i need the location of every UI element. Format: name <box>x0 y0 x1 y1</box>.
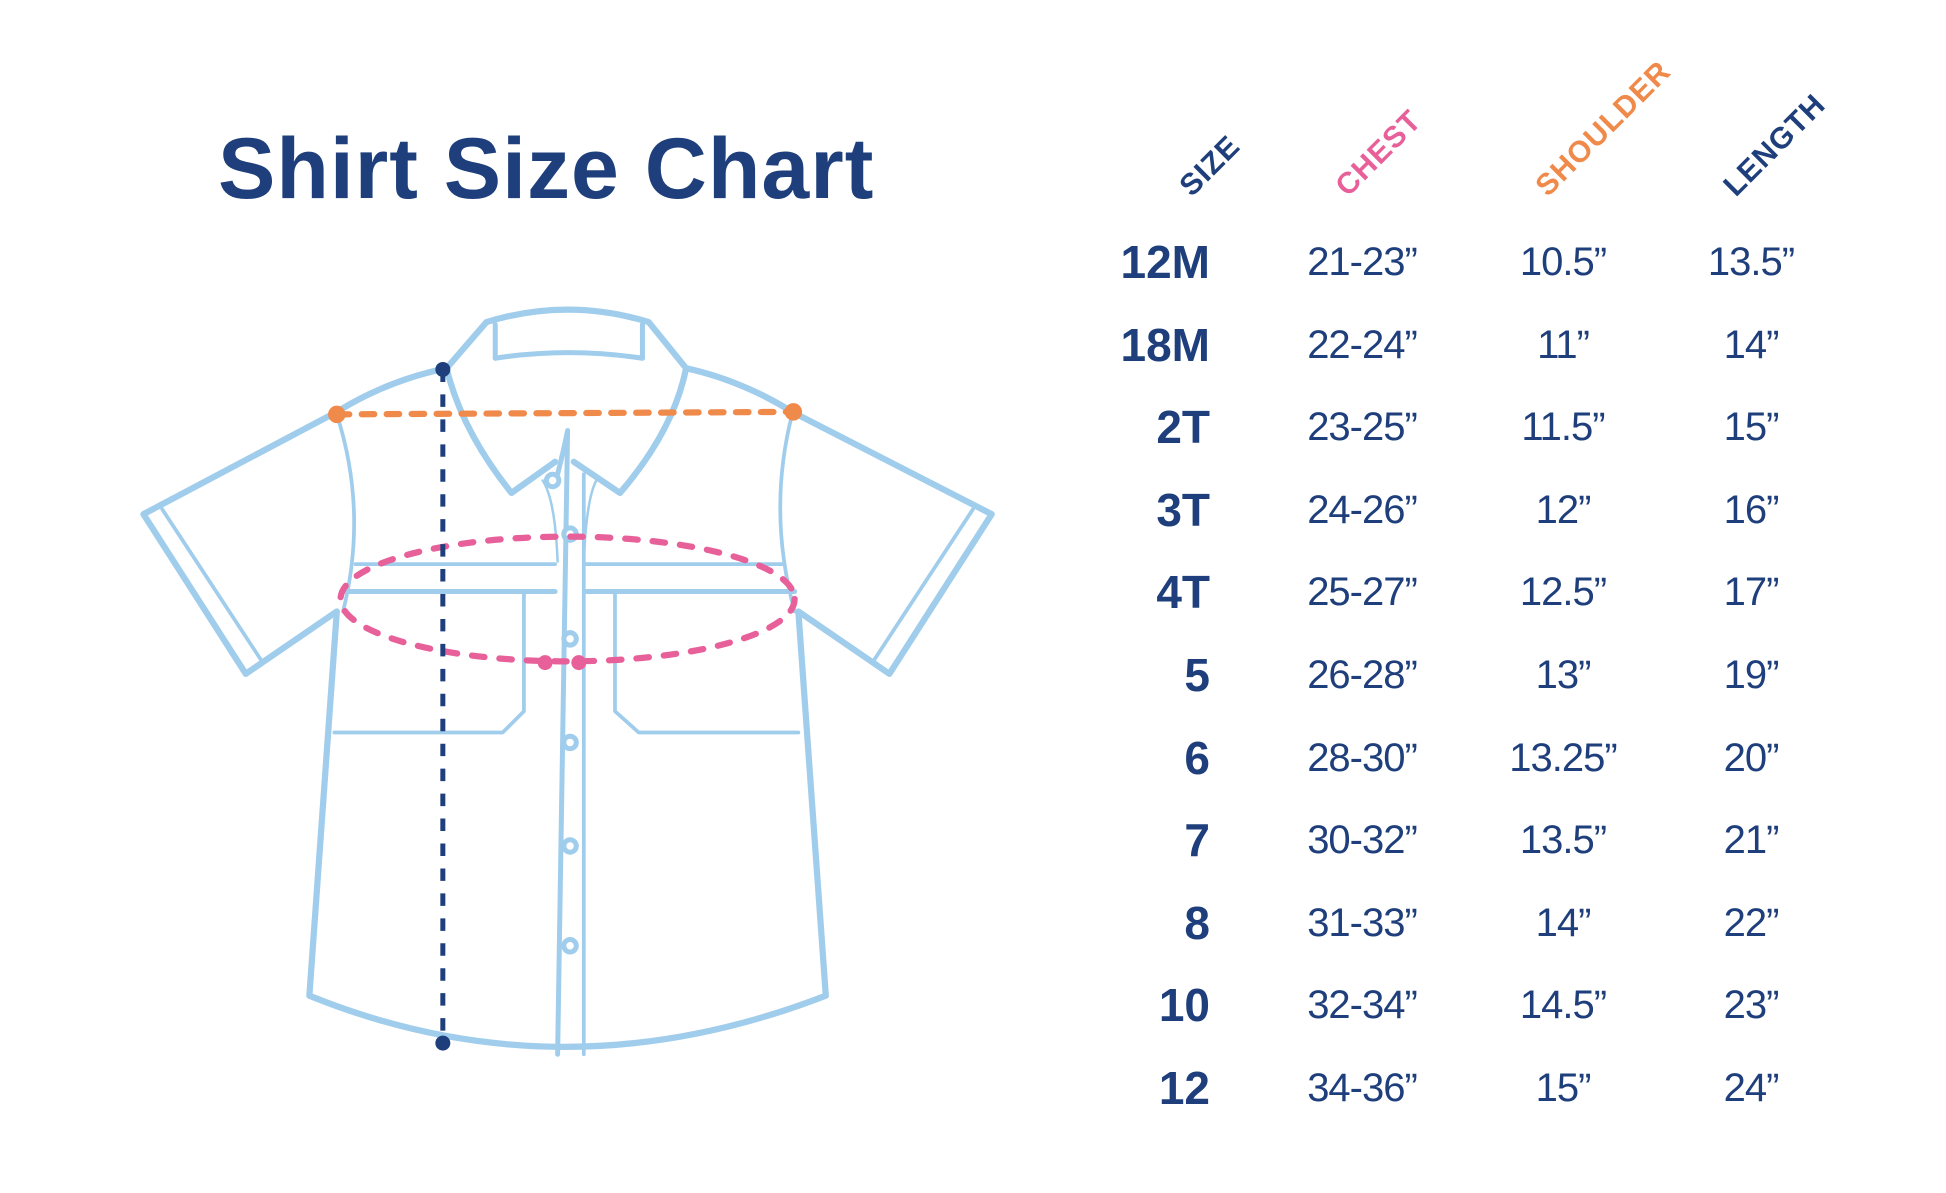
length-cell: 13.5” <box>1707 240 1795 284</box>
shoulder-cell: 11” <box>1537 322 1590 367</box>
shirt-outline <box>140 306 995 1057</box>
shoulder-cell: 12” <box>1535 487 1592 532</box>
shoulder-cell: 14” <box>1535 900 1592 945</box>
shoulder-measure-line <box>328 403 803 424</box>
chest-measure-line <box>337 533 798 671</box>
length-cell: 23” <box>1723 983 1780 1028</box>
table-row: 7 30-32” 13.5” 21” <box>0 810 1946 870</box>
button-icon <box>561 733 579 752</box>
shoulder-cell: 13.25” <box>1509 735 1617 780</box>
size-cell: 5 <box>1184 649 1210 701</box>
table-row: 10 32-34” 14.5” 23” <box>0 975 1946 1035</box>
shoulder-cell: 13.5” <box>1519 818 1607 863</box>
length-measure-line <box>435 361 451 1051</box>
size-cell: 4T <box>1156 566 1210 619</box>
chest-cell: 21-23” <box>1307 240 1418 284</box>
length-cell: 16” <box>1723 487 1780 532</box>
chest-cell: 24-26” <box>1307 487 1418 532</box>
shoulder-cell: 10.5” <box>1519 240 1607 284</box>
length-cell: 17” <box>1723 570 1780 615</box>
table-row: 4T 25-27” 12.5” 17” <box>0 562 1946 622</box>
table-row: 12 34-36” 15” 24” <box>0 1058 1946 1118</box>
size-cell: 7 <box>1184 814 1210 867</box>
size-cell: 18M <box>1120 318 1210 371</box>
table-row: 8 31-33” 14” 22” <box>0 893 1946 953</box>
table-row: 18M 22-24” 11” 14” <box>0 315 1946 375</box>
button-icon <box>561 937 579 955</box>
button-icon <box>561 837 579 855</box>
shoulder-cell: 12.5” <box>1519 570 1607 615</box>
chest-cell: 32-34” <box>1307 983 1418 1028</box>
button-icon <box>561 630 579 648</box>
length-cell: 14” <box>1723 322 1780 367</box>
shoulder-cell: 14.5” <box>1519 983 1607 1028</box>
size-cell: 12M <box>1120 236 1210 288</box>
table-row: 12M 21-23” 10.5” 13.5” <box>0 232 1946 292</box>
table-row: 3T 24-26” 12” 16” <box>0 480 1946 540</box>
shoulder-cell: 11.5” <box>1521 405 1605 450</box>
chest-cell: 23-25” <box>1307 405 1418 450</box>
length-cell: 22” <box>1723 900 1780 945</box>
chest-cell: 26-28” <box>1307 653 1418 697</box>
table-row: 2T 23-25” 11.5” 15” <box>0 397 1946 457</box>
chest-cell: 31-33” <box>1307 900 1418 945</box>
size-cell: 12 <box>1158 1062 1210 1114</box>
chest-cell: 22-24” <box>1307 322 1418 367</box>
length-cell: 15” <box>1723 405 1780 450</box>
length-cell: 19” <box>1723 653 1780 697</box>
size-cell: 6 <box>1184 731 1210 784</box>
button-icon <box>543 471 562 490</box>
chest-cell: 34-36” <box>1307 1066 1418 1110</box>
size-cell: 10 <box>1158 979 1210 1032</box>
page-title: Shirt Size Chart <box>218 121 875 217</box>
chest-cell: 30-32” <box>1307 818 1418 863</box>
length-cell: 21” <box>1723 818 1780 863</box>
size-cell: 2T <box>1156 401 1210 454</box>
size-cell: 8 <box>1184 896 1210 949</box>
shoulder-cell: 13” <box>1535 653 1592 697</box>
table-row: 6 28-30” 13.25” 20” <box>0 728 1946 788</box>
shoulder-cell: 15” <box>1535 1066 1592 1110</box>
length-cell: 24” <box>1723 1066 1780 1110</box>
chest-cell: 25-27” <box>1307 570 1418 615</box>
table-row: 5 26-28” 13” 19” <box>0 645 1946 705</box>
size-cell: 3T <box>1156 483 1210 536</box>
chest-cell: 28-30” <box>1307 735 1418 780</box>
length-cell: 20” <box>1723 735 1780 780</box>
